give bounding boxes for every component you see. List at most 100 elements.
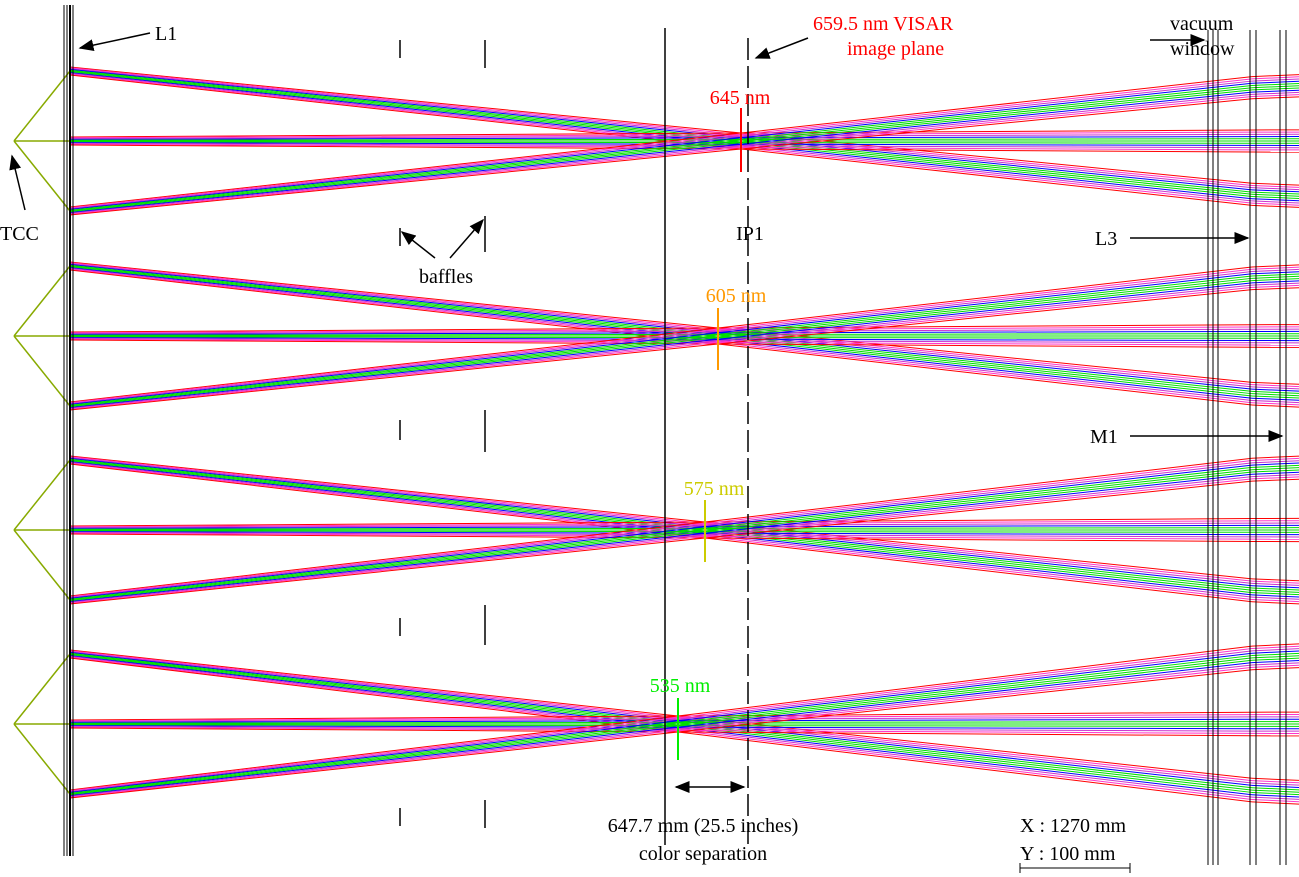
ray: [1252, 192, 1299, 194]
ray: [678, 726, 1252, 727]
ray: [678, 730, 1252, 799]
ray: [14, 336, 70, 406]
label-575: 575 nm: [684, 478, 745, 500]
ray: [70, 722, 678, 793]
ray: [70, 147, 741, 214]
ray: [70, 263, 718, 330]
ray: [70, 460, 705, 530]
ray: [718, 283, 1252, 339]
ray: [70, 538, 705, 604]
ray: [1252, 97, 1299, 99]
label-scale-y: Y : 100 mm: [1020, 843, 1116, 865]
ray: [1252, 92, 1299, 94]
ray: [70, 146, 741, 214]
ray: [70, 655, 678, 726]
ray: [705, 461, 1252, 524]
ray: [14, 530, 70, 600]
ray: [1252, 651, 1299, 653]
ray: [1252, 279, 1299, 281]
ray: [678, 648, 1252, 717]
ray: [1252, 400, 1299, 402]
ray: [70, 69, 741, 137]
ray: [1252, 197, 1299, 199]
ray: [1252, 194, 1299, 196]
ray: [1252, 797, 1299, 799]
ray: [70, 528, 705, 599]
ray: [70, 457, 705, 524]
ray: [1252, 795, 1299, 797]
ray: [70, 651, 678, 718]
ray: [718, 339, 1252, 340]
ray: [1252, 788, 1299, 790]
ray: [705, 533, 1252, 595]
ray: [1252, 183, 1299, 185]
ray: [1252, 649, 1299, 651]
ray: [718, 269, 1252, 329]
ray: [70, 70, 741, 139]
ray: [70, 69, 741, 137]
ray: [1252, 644, 1299, 646]
ray: [70, 71, 741, 141]
label-605: 605 nm: [706, 285, 767, 307]
ray: [678, 651, 1252, 719]
ray: [1252, 396, 1299, 398]
ray: [705, 536, 1252, 599]
ray: [70, 461, 705, 532]
ray: [70, 68, 741, 135]
ray: [70, 654, 678, 724]
ray: [1252, 783, 1299, 785]
ray: [1252, 88, 1299, 90]
ray: [1252, 463, 1299, 465]
ray: [70, 535, 705, 603]
ray: [70, 72, 741, 143]
ray: [1252, 790, 1299, 792]
ray: [705, 532, 1252, 533]
ray: [1252, 472, 1299, 474]
ray: [718, 341, 1252, 401]
ray: [70, 730, 678, 797]
ray: [1252, 288, 1299, 290]
ray-trace-diagram: L1 659.5 nm VISAR image plane vacuum win…: [0, 0, 1299, 877]
ray: [1252, 398, 1299, 400]
ray: [70, 342, 718, 409]
ray: [70, 650, 678, 716]
label-color-separation: color separation: [639, 843, 767, 865]
label-l3: L3: [1095, 228, 1117, 250]
ray: [14, 654, 70, 724]
ray: [70, 262, 718, 328]
ray: [70, 339, 718, 407]
ray: [741, 81, 1252, 136]
ray: [1252, 394, 1299, 396]
ray: [1252, 581, 1299, 583]
ray: [1252, 781, 1299, 783]
ray: [1252, 656, 1299, 658]
ray: [70, 336, 718, 406]
ray: [1252, 185, 1299, 187]
ray: [1252, 800, 1299, 802]
ray: [70, 139, 741, 210]
ray: [1252, 274, 1299, 276]
ray: [705, 535, 1252, 597]
ray: [718, 338, 1252, 339]
ray: [70, 458, 705, 526]
ray: [678, 727, 1252, 795]
ray: [1252, 276, 1299, 278]
ray: [1252, 201, 1299, 203]
ray: [1252, 188, 1299, 190]
ray: [678, 667, 1252, 730]
ray: [1252, 475, 1299, 477]
ray: [70, 264, 718, 332]
ray: [14, 266, 70, 336]
ray: [741, 144, 1252, 199]
ray: [1252, 583, 1299, 585]
ray: [1252, 83, 1299, 85]
ray: [705, 465, 1252, 527]
ray: [705, 463, 1252, 525]
ray: [70, 724, 678, 794]
ray: [1252, 597, 1299, 599]
ray: [678, 670, 1252, 732]
ray: [70, 533, 705, 601]
ray: [1252, 468, 1299, 470]
ray: [70, 456, 705, 522]
ray: [70, 726, 678, 795]
